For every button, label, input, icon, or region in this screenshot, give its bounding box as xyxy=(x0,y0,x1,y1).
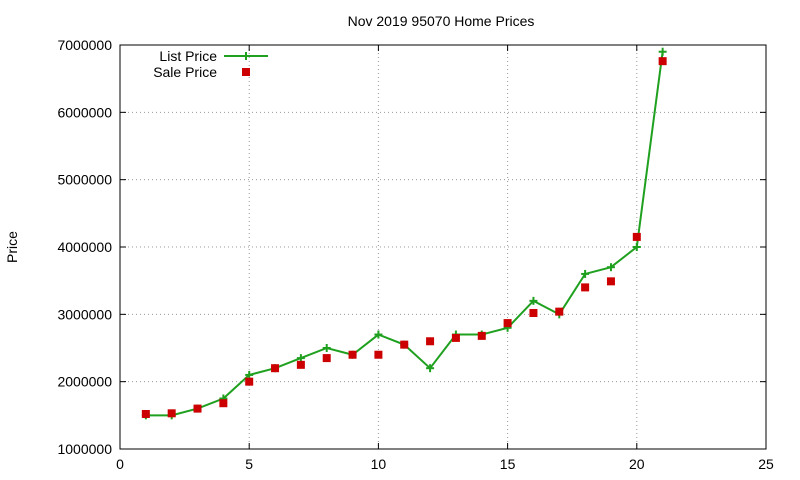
legend-marker xyxy=(242,68,250,76)
x-tick-label: 10 xyxy=(371,456,387,472)
data-point xyxy=(271,364,280,373)
y-axis-label: Price xyxy=(4,231,20,263)
data-point xyxy=(167,409,176,418)
data-point xyxy=(374,350,383,359)
legend-marker xyxy=(242,52,250,60)
data-point xyxy=(451,333,460,342)
series xyxy=(141,47,667,420)
data-point xyxy=(529,308,538,317)
data-point xyxy=(632,243,641,251)
data-point xyxy=(529,296,538,305)
legend-label: List Price xyxy=(159,48,217,64)
x-tick-label: 20 xyxy=(629,456,645,472)
data-point xyxy=(322,344,331,352)
data-point xyxy=(348,350,357,359)
data-point xyxy=(658,57,667,66)
data-point xyxy=(322,354,331,363)
data-point xyxy=(555,307,564,316)
data-point xyxy=(296,360,305,369)
x-tick-label: 0 xyxy=(116,456,124,472)
data-point xyxy=(581,283,590,292)
y-tick-label: 3000000 xyxy=(57,306,112,322)
data-point xyxy=(296,354,305,363)
grid xyxy=(120,45,766,449)
data-point xyxy=(606,263,615,272)
y-tick-label: 4000000 xyxy=(57,239,112,255)
chart-title: Nov 2019 95070 Home Prices xyxy=(348,13,535,29)
data-point xyxy=(581,269,590,278)
data-point xyxy=(426,337,435,346)
data-point xyxy=(658,47,667,56)
y-tick-label: 1000000 xyxy=(57,441,112,457)
data-point xyxy=(193,404,202,413)
x-tick-label: 15 xyxy=(500,456,516,472)
data-point xyxy=(426,364,435,373)
series-sale-price xyxy=(141,57,667,418)
series-line xyxy=(145,51,664,417)
y-tick-label: 6000000 xyxy=(57,104,112,120)
data-point xyxy=(632,232,641,241)
y-tick-label: 2000000 xyxy=(57,374,112,390)
data-point xyxy=(503,319,512,328)
y-tick-label: 5000000 xyxy=(57,172,112,188)
x-tick-label: 25 xyxy=(758,456,774,472)
data-point xyxy=(477,331,486,340)
data-point xyxy=(400,340,409,349)
axis-ticks: 0 5 10 15 20 25 1000000 2000000 3000000 4000000 50… xyxy=(57,37,774,472)
legend-label: Sale Price xyxy=(153,64,217,80)
data-point xyxy=(606,277,615,286)
x-tick-label: 5 xyxy=(245,456,253,472)
data-point xyxy=(374,330,383,339)
data-point xyxy=(141,409,150,418)
data-point xyxy=(245,377,254,386)
data-point xyxy=(245,370,254,379)
data-point xyxy=(219,399,228,408)
series-list-price xyxy=(141,47,667,420)
y-tick-label: 7000000 xyxy=(57,37,112,53)
